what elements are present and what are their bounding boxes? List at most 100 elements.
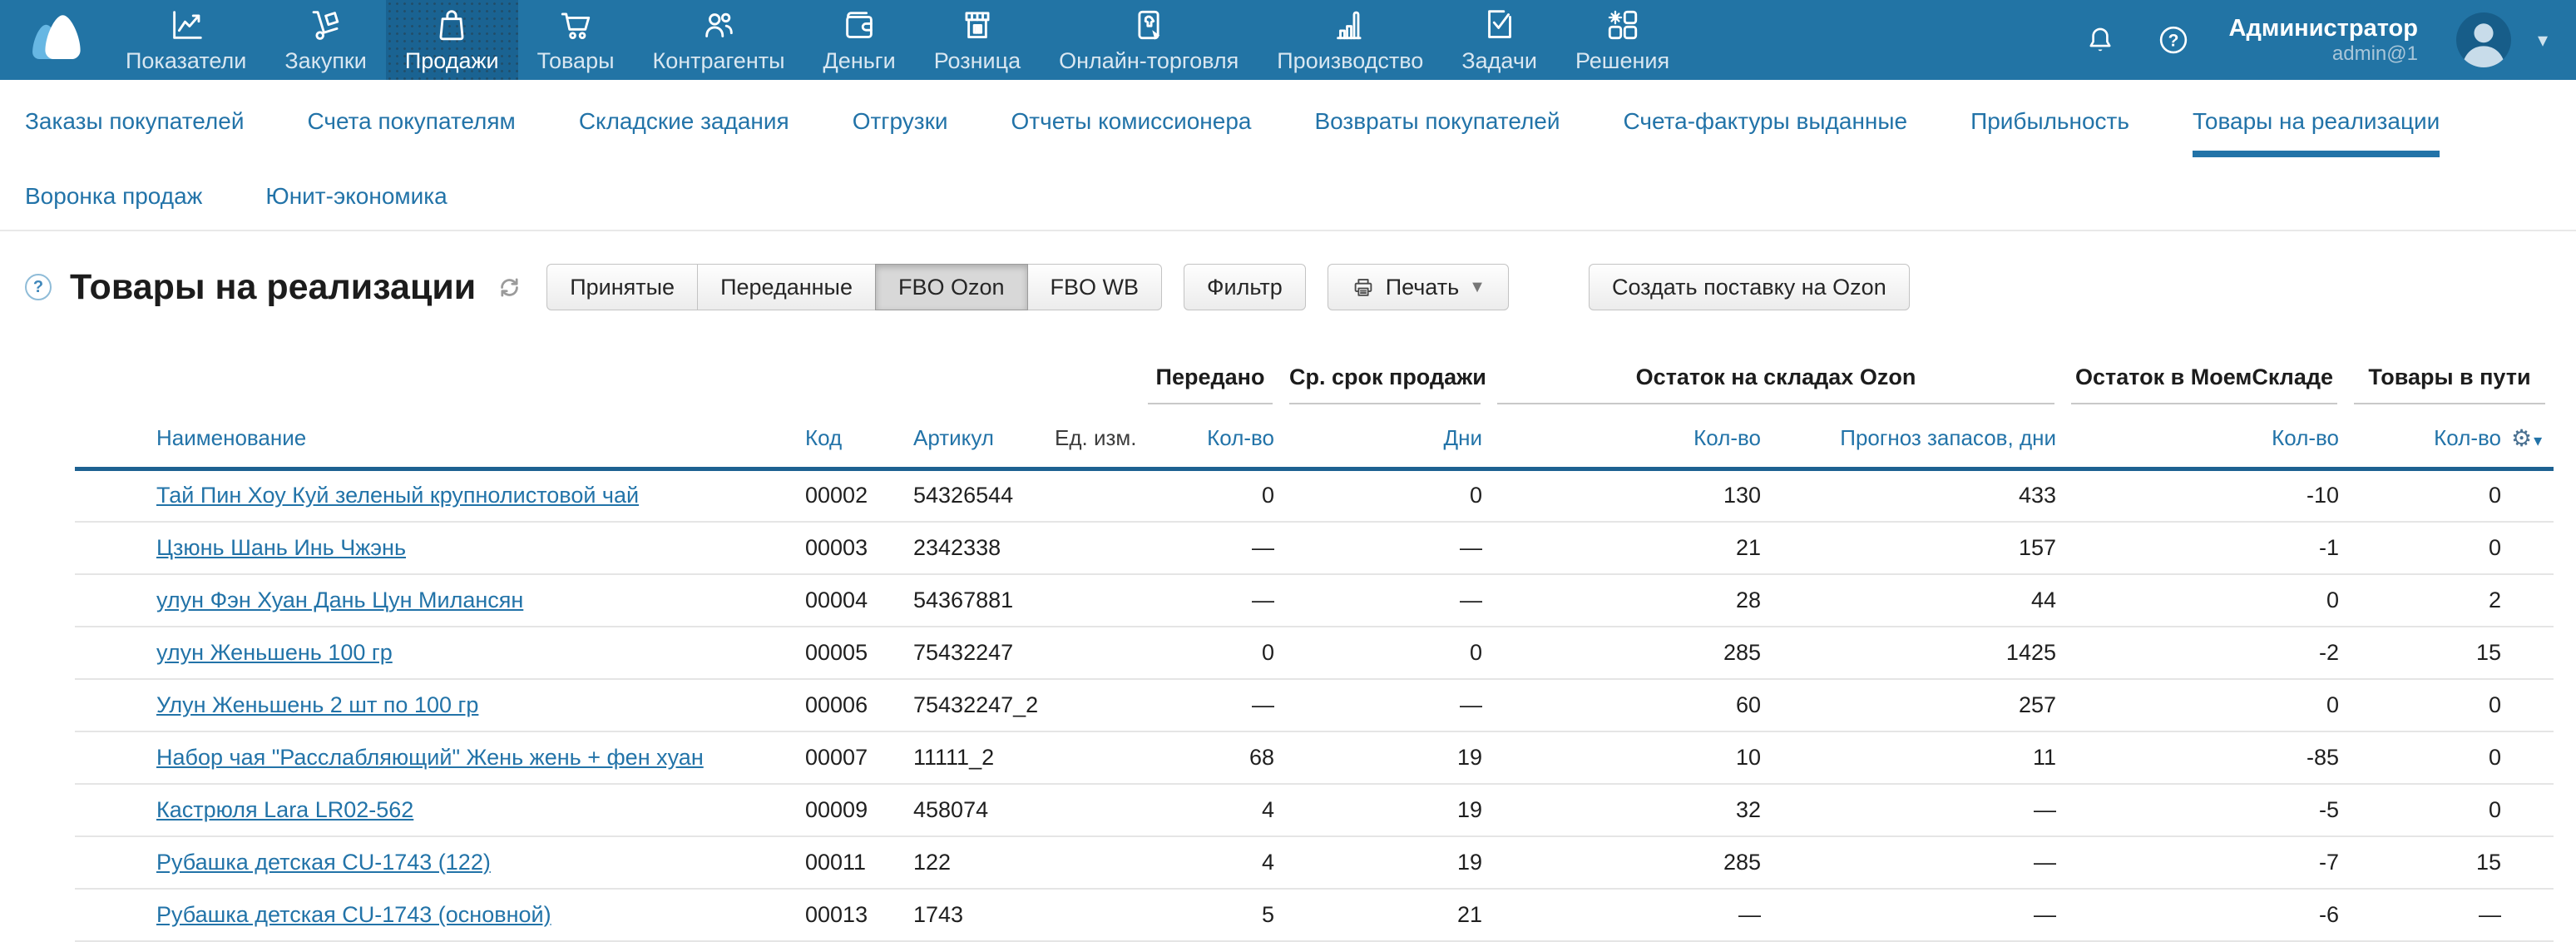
cell-qty-ozon: 32 bbox=[1489, 784, 1768, 836]
table-row[interactable]: Цзюнь Шань Инь Чжэнь000032342338——21157-… bbox=[75, 522, 2554, 574]
column-header-article[interactable]: Артикул bbox=[907, 404, 1048, 469]
cell-qty-transferred: 4 bbox=[1140, 836, 1281, 889]
nav-item-products[interactable]: Товары bbox=[518, 0, 634, 80]
cell-spacer bbox=[2508, 522, 2554, 574]
nav-item-solutions[interactable]: Решения bbox=[1556, 0, 1688, 80]
subnav-item-warehouse-tasks[interactable]: Складские задания bbox=[579, 80, 789, 163]
nav-item-label: Товары bbox=[537, 48, 615, 74]
cell-qty-warehouse: 0 bbox=[2063, 574, 2346, 627]
subnav-item-customer-returns[interactable]: Возвраты покупателей bbox=[1314, 80, 1560, 163]
product-link[interactable]: Улун Женьшень 2 шт по 100 гр bbox=[156, 692, 478, 717]
table-settings-cell[interactable]: ⚙▾ bbox=[2508, 404, 2554, 469]
subnav-item-consignment-goods[interactable]: Товары на реализации bbox=[2193, 80, 2440, 163]
user-menu[interactable]: Администратор admin@1 bbox=[2229, 15, 2418, 66]
product-link[interactable]: Кастрюля Lara LR02-562 bbox=[156, 797, 413, 822]
subnav-item-commissioner-reports[interactable]: Отчеты комиссионера bbox=[1011, 80, 1252, 163]
column-header-days[interactable]: Дни bbox=[1281, 404, 1489, 469]
product-name-cell: улун Женьшень 100 гр bbox=[75, 627, 799, 679]
handtruck-icon bbox=[307, 6, 345, 44]
column-header-forecast-days[interactable]: Прогноз запасов, дни bbox=[1768, 404, 2063, 469]
table-row[interactable]: Кастрюля Lara LR02-5620000945807441932—-… bbox=[75, 784, 2554, 836]
table-wrap: ПереданоСр. срок продажиОстаток на склад… bbox=[75, 353, 2529, 942]
cell-uom bbox=[1048, 731, 1140, 784]
nav-item-retail[interactable]: Розница bbox=[915, 0, 1040, 80]
filter-button[interactable]: Фильтр bbox=[1184, 264, 1306, 310]
cell-qty-transferred: — bbox=[1140, 679, 1281, 731]
nav-item-counterparties[interactable]: Контрагенты bbox=[634, 0, 804, 80]
table-row[interactable]: Рубашка детская CU-1743 (122)00011122419… bbox=[75, 836, 2554, 889]
product-link[interactable]: Рубашка детская CU-1743 (основной) bbox=[156, 902, 551, 927]
product-name-cell: Улун Женьшень 2 шт по 100 гр bbox=[75, 679, 799, 731]
app-logo[interactable] bbox=[0, 0, 106, 80]
column-header-qty-warehouse[interactable]: Кол-во bbox=[2063, 404, 2346, 469]
segment-transferred[interactable]: Переданные bbox=[697, 264, 876, 310]
cell-code: 00003 bbox=[799, 522, 907, 574]
main-nav: Показатели ЗакупкиПродажи Товары Контрагент… bbox=[106, 0, 1688, 80]
subnav-item-shipments[interactable]: Отгрузки bbox=[853, 80, 948, 163]
cell-forecast-days: 11 bbox=[1768, 731, 2063, 784]
create-supply-button[interactable]: Создать поставку на Ozon bbox=[1589, 264, 1910, 310]
cell-qty-warehouse: -1 bbox=[2063, 522, 2346, 574]
table-row[interactable]: улун Фэн Хуан Дань Цун Милансян000045436… bbox=[75, 574, 2554, 627]
cell-forecast-days: 157 bbox=[1768, 522, 2063, 574]
refresh-button[interactable] bbox=[496, 274, 523, 301]
subnav-item-profitability[interactable]: Прибыльность bbox=[1970, 80, 2129, 163]
help-button[interactable] bbox=[2156, 22, 2191, 57]
segment-accepted[interactable]: Принятые bbox=[546, 264, 698, 310]
segment-fbo-wb[interactable]: FBO WB bbox=[1027, 264, 1163, 310]
column-header-qty-transferred[interactable]: Кол-во bbox=[1140, 404, 1281, 469]
cell-article: 54326544 bbox=[907, 469, 1048, 522]
nav-item-label: Показатели bbox=[126, 48, 246, 74]
table-row[interactable]: Тай Пин Хоу Куй зеленый крупнолистовой ч… bbox=[75, 469, 2554, 522]
nav-item-purchases[interactable]: Закупки bbox=[265, 0, 385, 80]
bag-icon bbox=[433, 6, 471, 44]
cell-days: 0 bbox=[1281, 627, 1489, 679]
product-link[interactable]: Рубашка детская CU-1743 (122) bbox=[156, 850, 491, 875]
page-help-icon[interactable]: ? bbox=[25, 274, 52, 300]
bell-icon bbox=[2083, 22, 2118, 57]
column-header-uom: Ед. изм. bbox=[1048, 404, 1140, 469]
cell-article: 75432247_2 bbox=[907, 679, 1048, 731]
cell-code: 00006 bbox=[799, 679, 907, 731]
column-header-name[interactable]: Наименование bbox=[75, 404, 799, 469]
column-header-qty-transit[interactable]: Кол-во bbox=[2346, 404, 2508, 469]
table-settings-caret-icon[interactable]: ▾ bbox=[2534, 432, 2542, 450]
product-link[interactable]: Тай Пин Хоу Куй зеленый крупнолистовой ч… bbox=[156, 483, 639, 508]
product-link[interactable]: Набор чая "Расслабляющий" Жень жень + фе… bbox=[156, 745, 704, 770]
user-menu-caret-icon[interactable]: ▾ bbox=[2538, 28, 2548, 52]
cell-forecast-days: — bbox=[1768, 784, 2063, 836]
product-link[interactable]: улун Фэн Хуан Дань Цун Милансян bbox=[156, 588, 523, 612]
notifications-button[interactable] bbox=[2083, 22, 2118, 57]
subnav-item-sales-funnel[interactable]: Воронка продаж bbox=[25, 163, 202, 230]
cell-code: 00005 bbox=[799, 627, 907, 679]
printer-icon bbox=[1351, 275, 1376, 300]
subnav-item-issued-invoices[interactable]: Счета-фактуры выданные bbox=[1624, 80, 1908, 163]
table-row[interactable]: Рубашка детская CU-1743 (основной)000131… bbox=[75, 889, 2554, 941]
cell-uom bbox=[1048, 784, 1140, 836]
avatar[interactable] bbox=[2456, 12, 2511, 67]
nav-item-online-trade[interactable]: Онлайн-торговля bbox=[1040, 0, 1258, 80]
nav-item-indicators[interactable]: Показатели bbox=[106, 0, 265, 80]
subnav-item-customer-orders[interactable]: Заказы покупателей bbox=[25, 80, 244, 163]
table-row[interactable]: Улун Женьшень 2 шт по 100 гр 000067543224… bbox=[75, 679, 2554, 731]
nav-item-tasks[interactable]: Задачи bbox=[1442, 0, 1556, 80]
subnav-item-unit-economics[interactable]: Юнит-экономика bbox=[265, 163, 447, 230]
nav-item-label: Деньги bbox=[823, 48, 896, 74]
table-body: Тай Пин Хоу Куй зеленый крупнолистовой ч… bbox=[75, 469, 2554, 941]
cell-qty-warehouse: -2 bbox=[2063, 627, 2346, 679]
table-row[interactable]: улун Женьшень 100 гр00005754322470028514… bbox=[75, 627, 2554, 679]
cell-uom bbox=[1048, 679, 1140, 731]
nav-item-money[interactable]: Деньги bbox=[804, 0, 915, 80]
column-header-code[interactable]: Код bbox=[799, 404, 907, 469]
column-header-qty-ozon[interactable]: Кол-во bbox=[1489, 404, 1768, 469]
cell-code: 00011 bbox=[799, 836, 907, 889]
nav-item-production[interactable]: Производство bbox=[1258, 0, 1442, 80]
product-link[interactable]: Цзюнь Шань Инь Чжэнь bbox=[156, 535, 406, 560]
nav-item-sales[interactable]: Продажи bbox=[386, 0, 518, 80]
product-link[interactable]: улун Женьшень 100 гр bbox=[156, 640, 393, 665]
print-button[interactable]: Печать ▼ bbox=[1328, 264, 1509, 310]
segment-fbo-ozon[interactable]: FBO Ozon bbox=[875, 264, 1028, 310]
table-row[interactable]: Набор чая "Расслабляющий" Жень жень + фе… bbox=[75, 731, 2554, 784]
subnav-item-customer-invoices[interactable]: Счета покупателям bbox=[307, 80, 515, 163]
table-settings-gear-icon[interactable]: ⚙ bbox=[2511, 425, 2532, 451]
